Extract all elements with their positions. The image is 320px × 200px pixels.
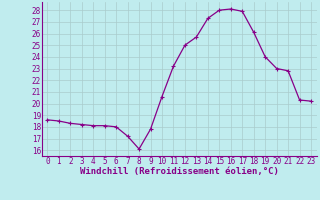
X-axis label: Windchill (Refroidissement éolien,°C): Windchill (Refroidissement éolien,°C) <box>80 167 279 176</box>
